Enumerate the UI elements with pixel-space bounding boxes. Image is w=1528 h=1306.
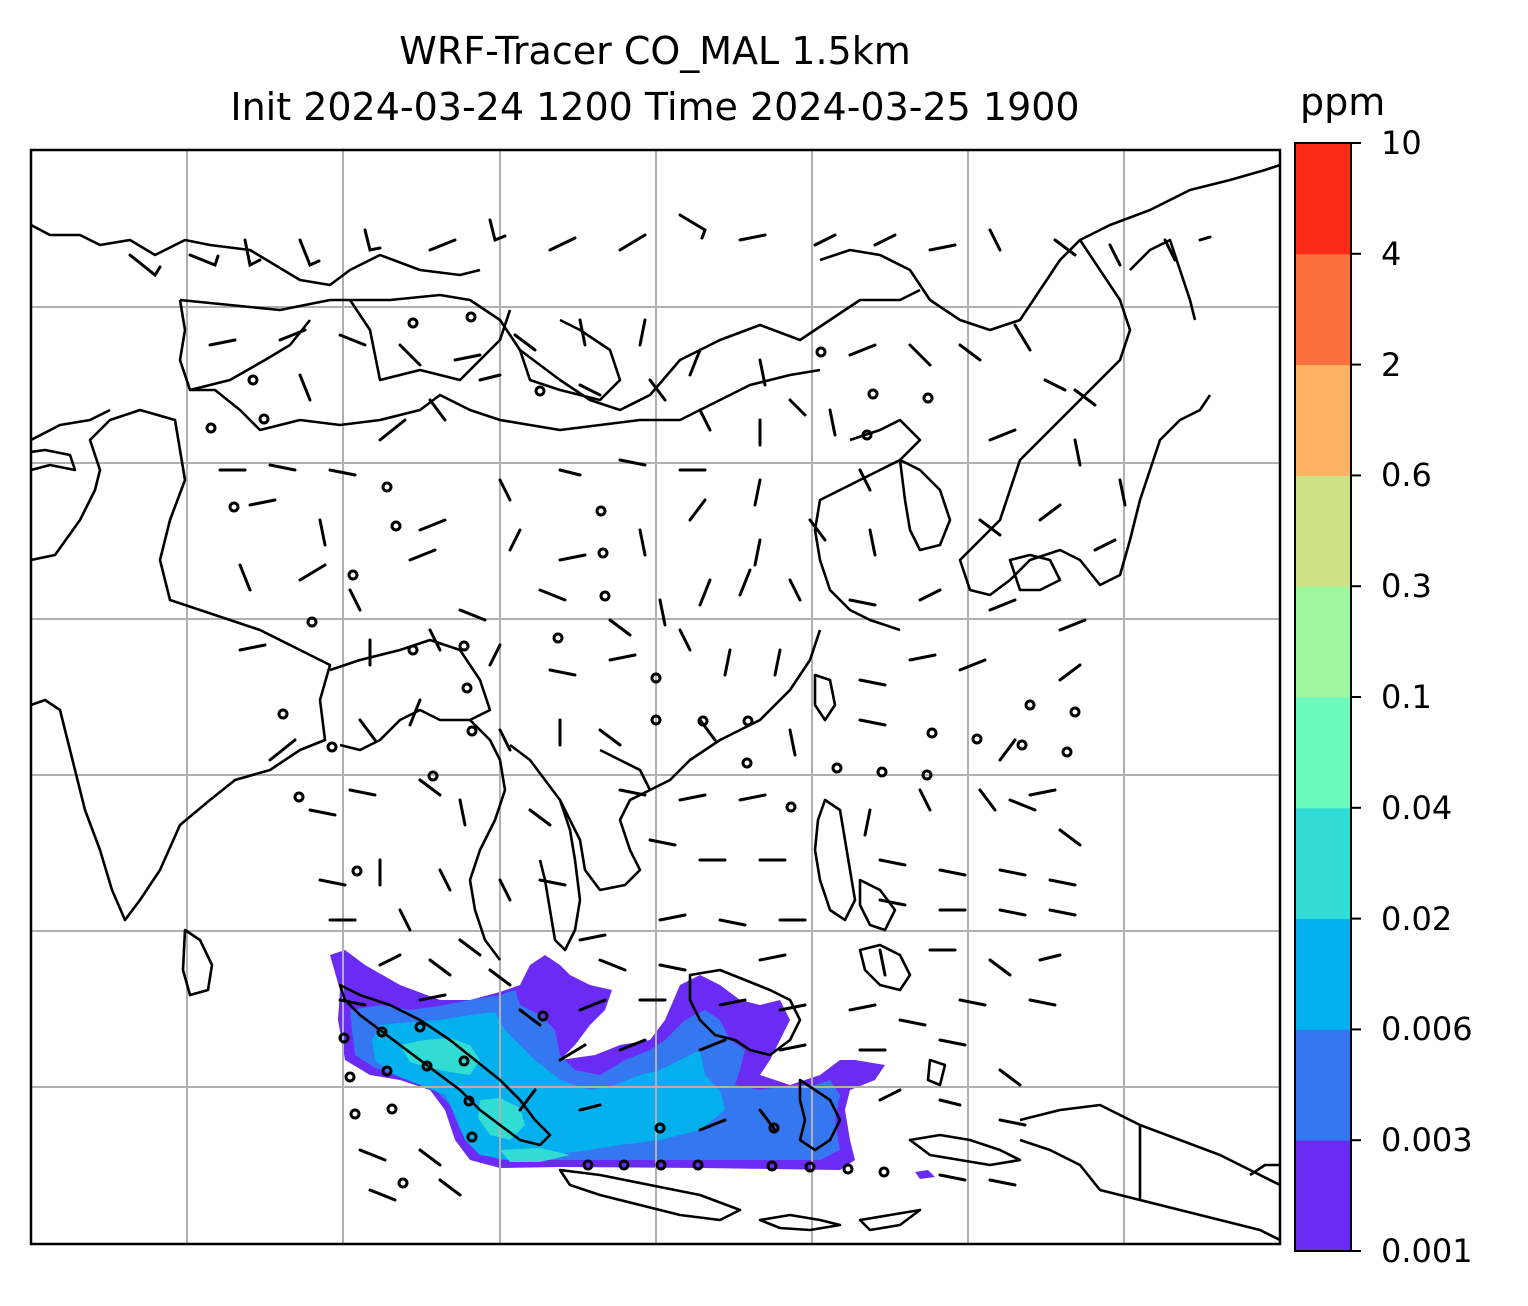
- calm-wind-markers: [205, 311, 1081, 1189]
- colorbar: [1295, 142, 1361, 1252]
- colorbar-segment: [1295, 1029, 1351, 1141]
- colorbar-segment: [1295, 364, 1351, 476]
- colorbar-tick-label: 0.006: [1381, 1010, 1473, 1049]
- colorbar-segment: [1295, 1140, 1351, 1252]
- colorbar-tick-label: 0.02: [1381, 899, 1453, 938]
- gridlines: [31, 150, 1280, 1244]
- wind-barbs: [128, 213, 1212, 1202]
- tracer-field: [330, 950, 935, 1179]
- colorbar-tick-label: 4: [1381, 234, 1402, 273]
- colorbar-tick-label: 2: [1381, 345, 1402, 384]
- map-title-line1: WRF-Tracer CO_MAL 1.5km: [399, 29, 911, 73]
- colorbar-tick-label: 0.003: [1381, 1121, 1473, 1160]
- colorbar-segment: [1295, 475, 1351, 587]
- map-frame: [29, 148, 1282, 1246]
- colorbar-segment: [1295, 697, 1351, 809]
- colorbar-tick-label: 0.1: [1381, 678, 1432, 716]
- colorbar-segment: [1295, 143, 1351, 255]
- colorbar-tick-label: 0.6: [1381, 456, 1432, 495]
- colorbar-tick-label: 0.04: [1381, 788, 1453, 827]
- colorbar-segment: [1295, 918, 1351, 1030]
- colorbar-tick-label: 0.3: [1381, 567, 1432, 606]
- colorbar-segment: [1295, 253, 1351, 366]
- colorbar-unit-label: ppm: [1300, 80, 1386, 124]
- colorbar-tick-label: 0.001: [1381, 1232, 1473, 1270]
- colorbar-frame: [1294, 142, 1352, 1252]
- colorbar-segment: [1295, 807, 1351, 920]
- tracer-region-island: [915, 1170, 935, 1179]
- colorbar-segment: [1295, 586, 1351, 698]
- colorbar-tick-label: 10: [1381, 124, 1422, 162]
- coastlines: [31, 163, 1280, 1242]
- map-title-line2: Init 2024-03-24 1200 Time 2024-03-25 190…: [230, 85, 1080, 129]
- tracer-region-peak: [400, 1038, 570, 1162]
